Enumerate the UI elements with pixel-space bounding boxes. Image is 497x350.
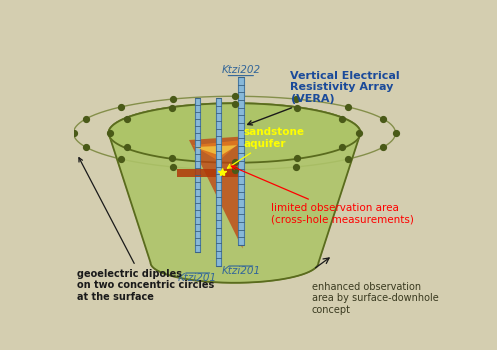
Text: limited observation area
(cross-hole measurements): limited observation area (cross-hole mea… — [231, 166, 414, 225]
Polygon shape — [108, 103, 360, 163]
Text: enhanced observation
area by surface-downhole
concept: enhanced observation area by surface-dow… — [312, 282, 438, 315]
Polygon shape — [194, 145, 237, 156]
Text: sandstone
aquifer: sandstone aquifer — [228, 127, 304, 168]
Bar — [216, 98, 221, 266]
Text: geoelectric dipoles
on two concentric circles
at the surface: geoelectric dipoles on two concentric ci… — [77, 158, 214, 302]
Text: Vertical Electrical
Resistivity Array
(VERA): Vertical Electrical Resistivity Array (V… — [248, 71, 400, 125]
Bar — [195, 98, 200, 252]
Text: Ktzi201: Ktzi201 — [178, 273, 217, 283]
Polygon shape — [189, 136, 243, 248]
Text: Ktzi202: Ktzi202 — [221, 65, 260, 75]
Bar — [238, 77, 244, 245]
Bar — [177, 169, 245, 177]
Polygon shape — [108, 103, 360, 283]
Text: Ktzi201: Ktzi201 — [221, 266, 260, 276]
Polygon shape — [192, 140, 243, 161]
